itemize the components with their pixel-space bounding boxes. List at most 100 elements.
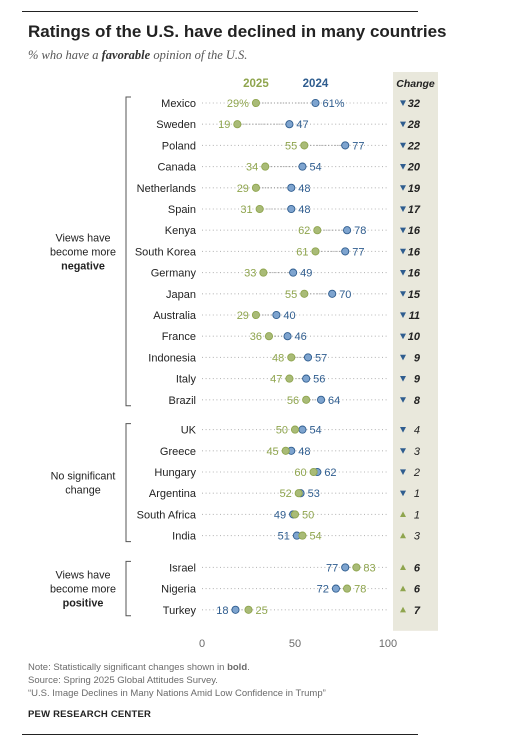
change-value-australia: 11 — [409, 310, 420, 322]
value-label-2024-australia: 40 — [283, 310, 295, 322]
arrow-down-icon-canada — [400, 164, 406, 170]
country-label-germany: Germany — [151, 268, 197, 280]
arrow-down-icon-hungary — [400, 469, 406, 475]
country-label-argentina: Argentina — [149, 488, 197, 500]
marker-2025-italy — [285, 374, 294, 383]
arrow-down-icon-australia — [400, 312, 406, 318]
value-label-2024-turkey: 18 — [216, 605, 228, 617]
x-tick-label-0: 0 — [199, 638, 205, 650]
x-tick-label-50: 50 — [289, 638, 301, 650]
marker-2024-france — [283, 332, 292, 341]
arrow-down-icon-uk — [400, 427, 406, 433]
value-label-2024-india: 51 — [278, 531, 290, 543]
marker-2025-france — [264, 332, 274, 341]
marker-2024-indonesia — [303, 353, 313, 362]
arrow-up-icon-south-africa — [400, 511, 406, 517]
change-value-japan: 15 — [408, 289, 421, 301]
change-column-background — [393, 72, 438, 631]
value-label-2025-netherlands: 29 — [237, 183, 249, 195]
change-value-sweden: 28 — [407, 119, 421, 131]
value-label-2025-nigeria: 78 — [354, 584, 366, 596]
change-value-kenya: 16 — [408, 225, 421, 237]
arrow-down-icon-netherlands — [400, 185, 406, 191]
value-label-2024-netherlands: 48 — [298, 183, 310, 195]
country-label-south-korea: South Korea — [135, 246, 197, 258]
value-label-2024-argentina: 53 — [308, 488, 320, 500]
arrow-up-icon-turkey — [400, 606, 406, 613]
subtitle-prefix: % who have a — [28, 48, 102, 62]
marker-2025-poland — [300, 141, 309, 150]
marker-2025-brazil — [302, 395, 311, 404]
marker-2024-germany — [289, 268, 298, 277]
marker-2024-uk — [298, 425, 307, 434]
marker-2025-japan — [300, 289, 309, 298]
marker-2025-south-korea — [311, 247, 320, 256]
value-label-2024-italy: 56 — [313, 374, 325, 386]
country-label-indonesia: Indonesia — [148, 352, 197, 364]
change-value-uk: 4 — [414, 425, 420, 437]
marker-2025-turkey — [244, 605, 253, 614]
change-value-greece: 3 — [414, 446, 421, 458]
x-tick-label-100: 100 — [379, 638, 397, 650]
value-label-2025-poland: 55 — [285, 140, 297, 152]
arrow-down-icon-japan — [400, 291, 406, 297]
value-label-2025-south-africa: 50 — [302, 509, 314, 521]
country-label-spain: Spain — [168, 204, 196, 216]
brand-logo-text: PEW RESEARCH CENTER — [28, 709, 152, 720]
change-value-netherlands: 19 — [408, 183, 421, 195]
value-label-2024-south-africa: 49 — [274, 509, 286, 521]
arrow-up-icon-israel — [400, 564, 406, 570]
value-label-2025-sweden: 19 — [218, 119, 230, 131]
arrow-down-icon-mexico — [400, 100, 406, 106]
change-value-germany: 16 — [408, 268, 421, 280]
arrow-down-icon-south-korea — [400, 248, 406, 255]
value-label-2024-nigeria: 72 — [317, 584, 329, 596]
arrow-up-icon-nigeria — [400, 585, 406, 592]
value-label-2025-mexico: 29% — [227, 98, 249, 110]
change-value-india: 3 — [414, 531, 421, 543]
marker-2024-netherlands — [287, 183, 296, 192]
country-label-nigeria: Nigeria — [161, 584, 197, 596]
top-rule — [22, 11, 418, 12]
arrow-down-icon-france — [400, 333, 406, 340]
marker-2024-canada — [298, 162, 307, 171]
value-label-2024-uk: 54 — [309, 425, 321, 437]
marker-2024-australia — [272, 310, 281, 320]
change-value-israel: 6 — [414, 562, 421, 574]
marker-2025-germany — [259, 268, 268, 277]
marker-2024-poland — [341, 141, 350, 150]
change-value-poland: 22 — [407, 140, 420, 152]
value-label-2025-canada: 34 — [246, 162, 258, 174]
value-label-2025-argentina: 52 — [279, 488, 291, 500]
country-label-south-africa: South Africa — [137, 509, 197, 521]
value-label-2024-israel: 77 — [326, 562, 338, 574]
group-label-2-line-0: Views have — [55, 570, 110, 582]
marker-2025-south-africa — [290, 510, 300, 519]
country-label-brazil: Brazil — [168, 395, 196, 407]
arrow-down-icon-poland — [400, 142, 406, 149]
country-label-italy: Italy — [176, 374, 197, 386]
value-label-2024-france: 46 — [295, 331, 307, 343]
marker-2025-hungary — [309, 467, 318, 477]
country-label-israel: Israel — [169, 562, 196, 574]
change-value-spain: 17 — [408, 204, 421, 216]
marker-2025-sweden — [233, 120, 242, 129]
value-label-2025-spain: 31 — [240, 204, 252, 216]
value-label-2024-greece: 48 — [298, 446, 310, 458]
country-label-hungary: Hungary — [154, 467, 196, 479]
marker-2024-nigeria — [331, 584, 340, 593]
marker-2025-greece — [281, 446, 290, 455]
marker-2024-mexico — [311, 98, 320, 108]
marker-2025-mexico — [251, 98, 260, 108]
change-value-south-korea: 16 — [408, 246, 421, 258]
series-label-2025: 2025 — [243, 78, 269, 90]
value-label-2024-kenya: 78 — [354, 225, 366, 237]
marker-2025-nigeria — [343, 584, 352, 593]
marker-2025-israel — [352, 563, 361, 572]
country-label-canada: Canada — [157, 162, 196, 174]
arrow-down-icon-italy — [400, 376, 406, 382]
arrow-down-icon-greece — [400, 448, 406, 454]
change-value-indonesia: 9 — [414, 352, 421, 364]
change-column-header: Change — [396, 78, 435, 90]
